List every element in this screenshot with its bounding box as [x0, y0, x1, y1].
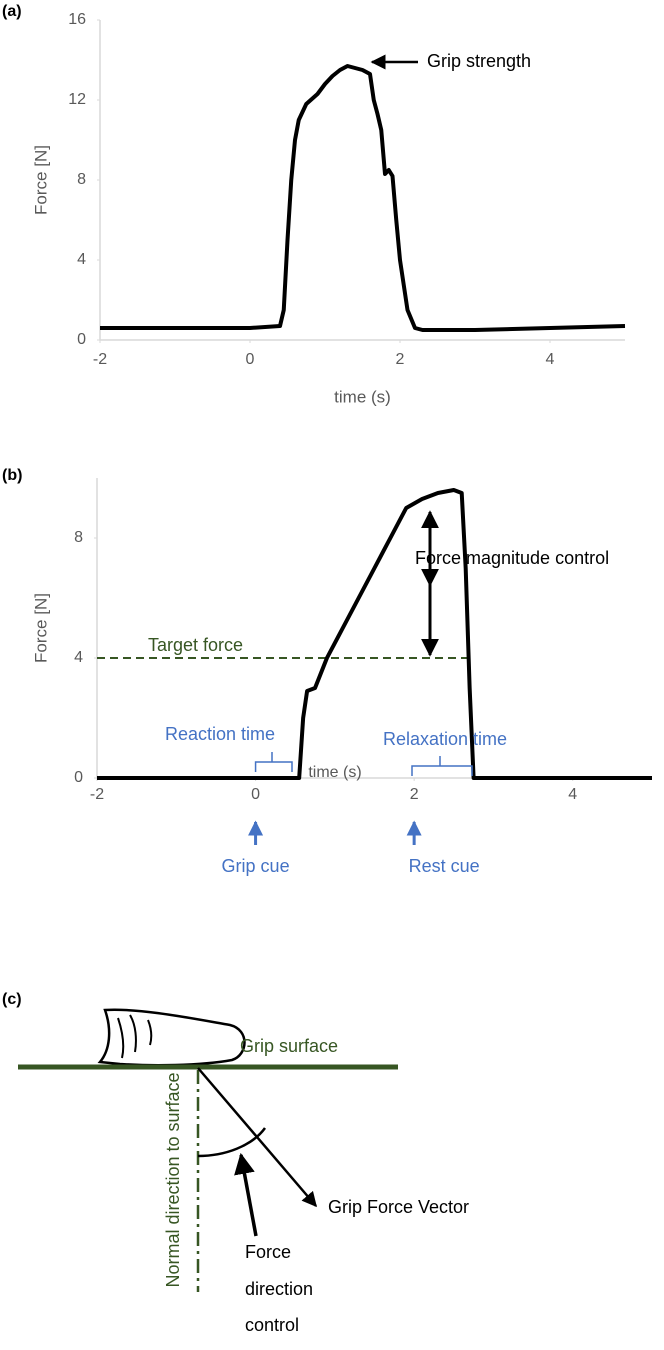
- reaction-label: Reaction time: [165, 724, 275, 744]
- panel-label: (a): [2, 3, 22, 20]
- x-tick-label: 4: [546, 351, 555, 368]
- annotation: Grip strength: [427, 51, 531, 71]
- surface-label: Grip surface: [240, 1036, 338, 1056]
- x-tick-label: 2: [396, 351, 405, 368]
- normal-label: Normal direction to surface: [163, 1072, 183, 1287]
- x-tick-label: -2: [93, 351, 107, 368]
- grip-cue-label: Grip cue: [222, 856, 290, 876]
- x-axis-title: time (s): [334, 387, 391, 406]
- rest-cue-label: Rest cue: [409, 856, 480, 876]
- x-tick-label: -2: [90, 786, 104, 803]
- data-line: [97, 488, 652, 780]
- x-tick-label: 4: [568, 786, 577, 803]
- y-axis-title: Force [N]: [31, 593, 50, 663]
- relaxation-label: Relaxation time: [383, 729, 507, 749]
- y-tick-label: 0: [77, 331, 86, 348]
- x-tick-label: 0: [246, 351, 255, 368]
- panel-label: (b): [2, 467, 22, 484]
- y-tick-label: 12: [68, 91, 86, 108]
- y-axis-title: Force [N]: [31, 145, 50, 215]
- control-arrow: [234, 1152, 258, 1237]
- control-label: Force: [245, 1242, 291, 1262]
- magnitude-label: Force magnitude control: [415, 548, 609, 568]
- finger: [97, 1008, 246, 1067]
- y-tick-label: 16: [68, 11, 86, 28]
- vector-label: Grip Force Vector: [328, 1197, 469, 1217]
- reaction-bracket: [254, 752, 293, 772]
- target-label: Target force: [148, 635, 243, 655]
- x-tick-label: 0: [251, 786, 260, 803]
- y-tick-label: 4: [77, 251, 86, 268]
- panel-label: (c): [2, 991, 22, 1008]
- control-label: control: [245, 1315, 299, 1335]
- x-tick-label: 2: [410, 786, 419, 803]
- y-tick-label: 8: [74, 529, 83, 546]
- angle-arc: [197, 1127, 267, 1158]
- data-line: [100, 64, 626, 332]
- relaxation-bracket: [411, 756, 473, 776]
- y-tick-label: 4: [74, 649, 83, 666]
- control-label: direction: [245, 1279, 313, 1299]
- x-axis-title: time (s): [308, 764, 361, 781]
- y-tick-label: 0: [74, 769, 83, 786]
- y-tick-label: 8: [77, 171, 86, 188]
